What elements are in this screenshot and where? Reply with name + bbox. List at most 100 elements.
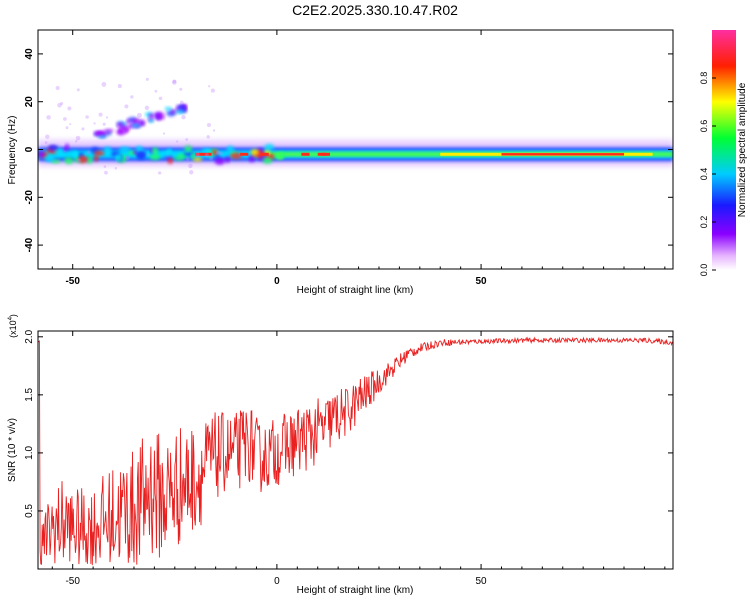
speck [206, 135, 210, 139]
band-blob [118, 146, 131, 152]
speck [45, 134, 50, 139]
band-blob [85, 156, 93, 164]
speck [146, 153, 150, 156]
band-blob [93, 150, 105, 156]
branch-blob [126, 119, 131, 124]
branch-blob [131, 123, 140, 128]
band-blob [250, 149, 259, 156]
speck [185, 138, 189, 141]
branch-blob [104, 129, 114, 133]
branch-blob [116, 121, 124, 128]
speck [60, 101, 64, 106]
speck [76, 88, 80, 92]
band-blob [230, 152, 242, 160]
band-blob [64, 143, 70, 151]
x-tick-label: -50 [65, 276, 80, 287]
x-tick-label: 0 [274, 576, 280, 587]
y-tick-label: 0.5 [24, 504, 35, 518]
colorbar-label: Normalized spectral amplitude [737, 82, 748, 217]
colorbar-tick-label: 0.8 [699, 72, 709, 85]
speck [209, 156, 213, 161]
snr-multiplier-exponent: 4 [8, 316, 14, 320]
band-blob [163, 150, 171, 157]
speck [116, 124, 120, 128]
speck [179, 87, 183, 91]
speck [65, 126, 69, 130]
colorbar-tick-label: 0.0 [699, 264, 709, 277]
y-tick-label: 0 [24, 146, 35, 152]
y-tick-label: -20 [24, 190, 35, 205]
speck [186, 157, 190, 161]
colorbar-tick-label: 0.6 [699, 120, 709, 133]
speck [93, 122, 96, 125]
band-blob [248, 154, 255, 163]
speck [210, 88, 215, 93]
snr-axes: -50 0 50 0.5 1.0 1.5 2.0 [24, 329, 673, 587]
speck [187, 145, 191, 148]
speck [208, 85, 211, 88]
snr-multiplier-close: ) [8, 314, 18, 317]
speck [46, 115, 51, 120]
speck [144, 105, 150, 110]
speck [137, 112, 142, 118]
band-blob [174, 156, 184, 161]
branch-blob [97, 135, 108, 139]
branch-blob [148, 118, 154, 123]
branch-blob [120, 126, 127, 131]
y-tick-label: -40 [24, 237, 35, 252]
band-red-segment [240, 152, 249, 156]
y-tick-label: 20 [24, 96, 35, 108]
band-blob [78, 155, 88, 164]
speck [172, 79, 177, 84]
speck [124, 104, 129, 109]
speck [86, 150, 91, 155]
colorbar-tick-label: 0.4 [699, 168, 709, 181]
speck [189, 170, 194, 175]
branch-blob [170, 109, 177, 114]
speck [130, 95, 134, 99]
branch-blob [118, 127, 123, 134]
band-blob [54, 147, 65, 155]
speck [69, 123, 72, 126]
speck [188, 163, 193, 169]
colorbar: 0.0 0.2 0.4 0.6 0.8 Normalized spectral ampl… [699, 30, 748, 276]
band-blob [262, 156, 273, 165]
speck [101, 81, 107, 87]
branch-blob [155, 113, 161, 121]
snr-xlabel: Height of straight line (km) [297, 585, 414, 596]
speck [44, 141, 48, 144]
speck [114, 167, 118, 170]
colorbar-tick-label: 0.2 [699, 216, 709, 229]
band-blob [149, 153, 161, 161]
branch-blob [175, 109, 185, 114]
band-blob [64, 157, 74, 165]
speck [176, 140, 179, 143]
y-tick-label: 1.0 [24, 446, 35, 460]
speck [219, 151, 223, 156]
band-blob [38, 150, 45, 158]
speck [74, 140, 78, 143]
band-blob [152, 146, 159, 155]
band-blob [48, 145, 59, 150]
speck [179, 100, 184, 105]
spectrogram-axes: -50 0 50 -40 -20 0 20 40 [24, 30, 673, 287]
x-tick-label: 50 [476, 576, 488, 587]
speck [154, 89, 158, 93]
spectrogram-panel: -50 0 50 -40 -20 0 20 40 Height of straight lin… [7, 29, 674, 296]
speck [212, 129, 216, 132]
band-blob [137, 151, 146, 159]
band-blob [93, 154, 99, 162]
band-blob [184, 145, 193, 153]
band-red-segment [301, 152, 310, 156]
band-blob [273, 154, 284, 160]
snr-panel: -50 0 50 0.5 1.0 1.5 2.0 Height of straight li… [7, 314, 674, 596]
y-tick-label: 1.5 [24, 387, 35, 401]
branch-blob [148, 113, 155, 119]
band-blob [135, 145, 143, 152]
branch-blob [139, 119, 146, 127]
snr-multiplier-base: (x10 [8, 320, 18, 338]
speck [55, 85, 60, 91]
speck [145, 77, 149, 81]
snr-plot [38, 336, 673, 566]
